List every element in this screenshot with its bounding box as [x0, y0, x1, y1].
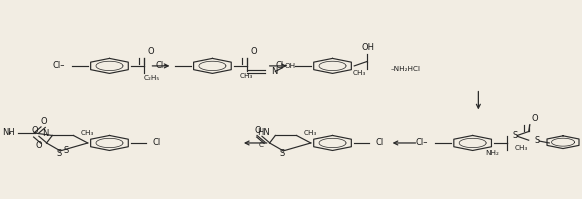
Text: Cl: Cl [153, 139, 161, 147]
Text: S: S [534, 137, 540, 145]
Text: O: O [250, 47, 257, 56]
Text: O: O [36, 141, 42, 150]
Text: S: S [279, 149, 285, 158]
Text: HN: HN [257, 128, 269, 137]
Text: Cl–: Cl– [416, 139, 428, 147]
Text: O: O [32, 126, 38, 135]
Text: S: S [56, 149, 62, 158]
Text: NH: NH [2, 128, 15, 137]
Text: OH: OH [285, 62, 296, 68]
Text: Cl–: Cl– [52, 61, 65, 70]
Text: Cl–: Cl– [155, 61, 168, 70]
Text: CH₃: CH₃ [515, 145, 528, 151]
Text: Cl: Cl [376, 139, 384, 147]
Text: CH₃: CH₃ [80, 130, 94, 136]
Text: C₂H₅: C₂H₅ [144, 75, 160, 81]
Text: –NH₂HCl: –NH₂HCl [391, 66, 421, 72]
Text: OH: OH [361, 43, 374, 52]
Text: O: O [41, 117, 48, 126]
Text: S: S [513, 131, 518, 140]
Text: CH₃: CH₃ [303, 130, 317, 136]
Text: O: O [531, 114, 538, 123]
Text: O: O [255, 126, 261, 135]
Text: N: N [271, 67, 277, 76]
Text: CH₃: CH₃ [352, 70, 365, 76]
Text: C: C [259, 142, 264, 148]
Text: S: S [63, 146, 69, 155]
Text: N: N [42, 129, 49, 138]
Text: O: O [147, 47, 154, 56]
Text: Cl–: Cl– [275, 61, 288, 70]
Text: NH₂: NH₂ [485, 150, 499, 156]
Text: CH₃: CH₃ [240, 73, 253, 79]
